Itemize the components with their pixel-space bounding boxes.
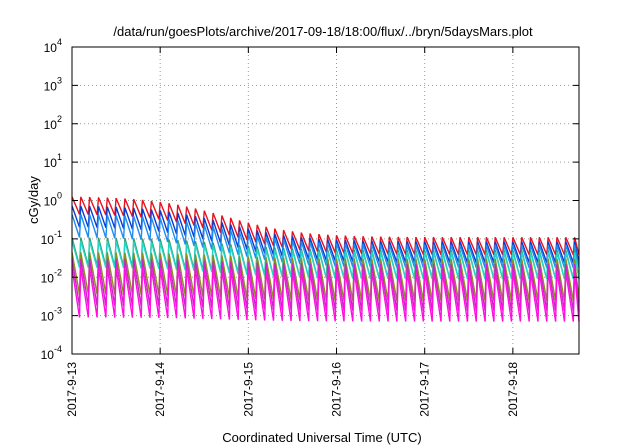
grid [72,47,579,354]
y-tick-exponent: 2 [57,114,62,124]
x-tick-label: 2017-9-17 [418,362,432,417]
y-tick-exponent: -1 [54,229,62,239]
y-tick-base: 10 [41,233,55,247]
y-tick-label: 104 [44,37,62,55]
y-tick-exponent: 3 [57,75,62,85]
y-tick-exponent: -3 [54,306,62,316]
y-tick-base: 10 [44,195,58,209]
y-tick-base: 10 [41,271,55,285]
y-tick-base: 10 [41,310,55,324]
x-tick-label: 2017-9-16 [330,362,344,417]
y-tick-label: 100 [44,191,62,209]
x-axis-label: Coordinated Universal Time (UTC) [222,430,421,445]
y-tick-base: 10 [44,156,58,170]
y-tick-label: 102 [44,114,62,132]
y-tick-exponent: 1 [57,152,62,162]
x-tick-label: 2017-9-13 [65,362,79,417]
y-tick-exponent: 4 [57,37,62,47]
y-tick-label: 103 [44,75,62,93]
y-tick-base: 10 [44,79,58,93]
x-axis: 2017-9-13 2017-9-14 2017-9-15 2017-9-16 2017… [65,47,520,417]
y-tick-label: 10-4 [41,344,62,362]
series-layer [71,196,580,322]
chart-title: /data/run/goesPlots/archive/2017-09-18/1… [113,24,533,39]
y-tick-base: 10 [41,348,55,362]
x-tick-label: 2017-9-14 [153,362,167,417]
y-tick-base: 10 [44,118,58,132]
y-tick-exponent: -4 [54,344,62,354]
y-axis-label: cGy/day [26,176,41,224]
series-line-7 [71,267,580,322]
y-tick-label: 10-1 [41,229,62,247]
y-tick-label: 10-3 [41,306,62,324]
y-tick-base: 10 [44,41,58,55]
y-tick-label: 101 [44,152,62,170]
y-tick-exponent: 0 [57,191,62,201]
x-tick-label: 2017-9-18 [506,362,520,417]
y-tick-exponent: -2 [54,267,62,277]
x-tick-label: 2017-9-15 [241,362,255,417]
y-tick-label: 10-2 [41,267,62,285]
